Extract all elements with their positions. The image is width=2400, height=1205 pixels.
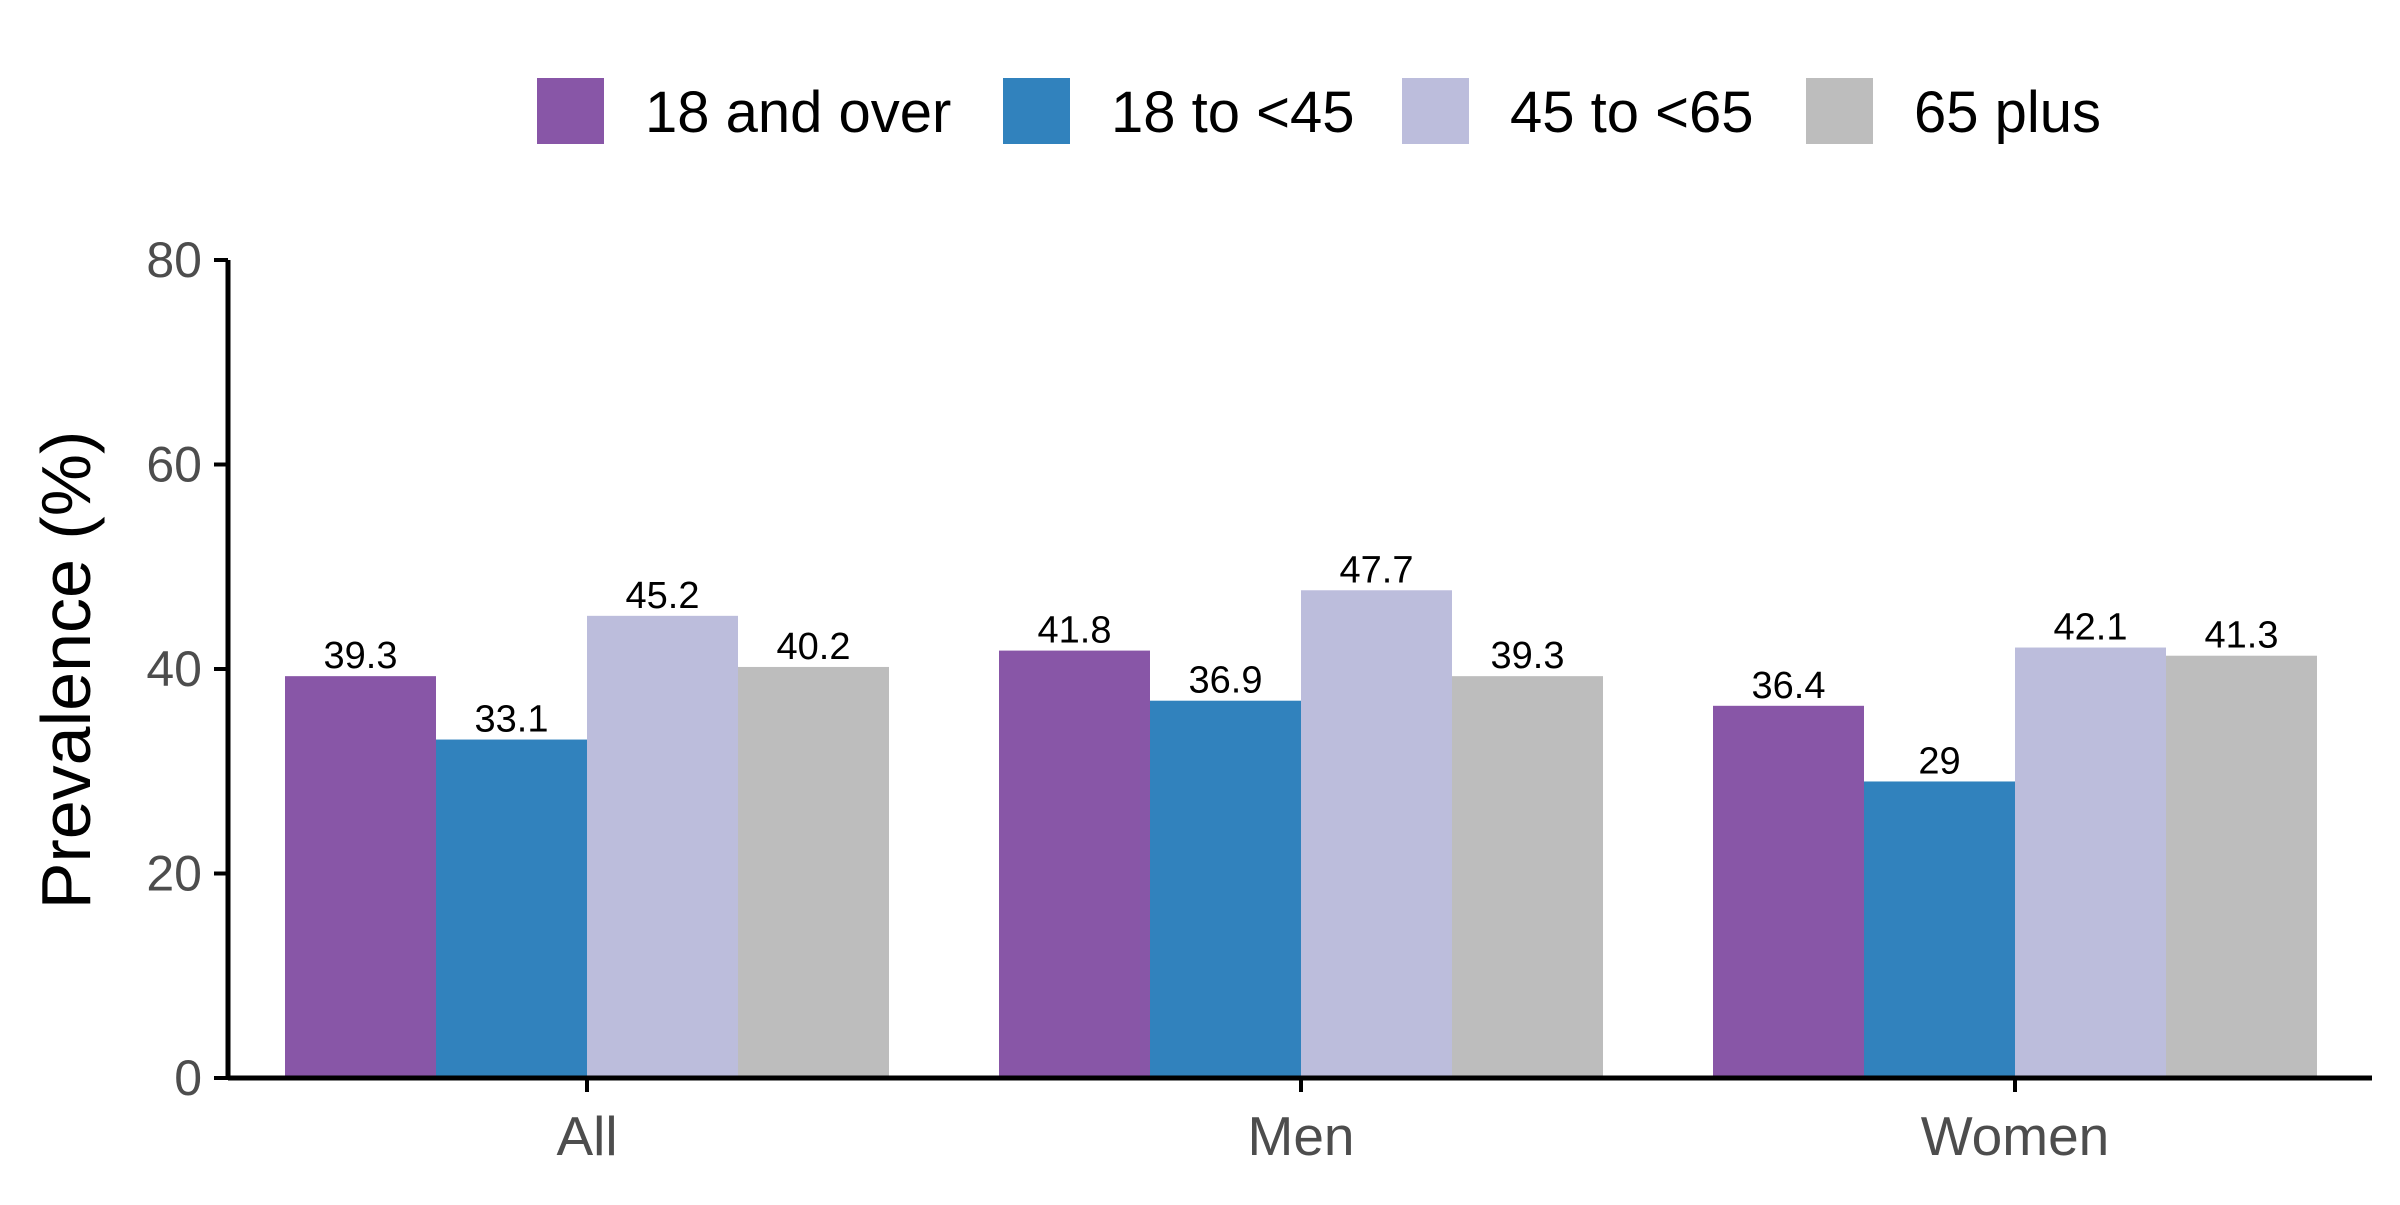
legend-label-65-plus: 65 plus <box>1914 80 2101 145</box>
value-label-women-45-to-65: 42.1 <box>2054 607 2128 649</box>
legend-swatch-65-plus <box>1806 78 1873 144</box>
bar-women-65-plus <box>2166 655 2317 1078</box>
value-label-all-45-to-65: 45.2 <box>626 575 700 617</box>
legend-label-18-to-45: 18 to <45 <box>1111 80 1355 145</box>
bar-men-65-plus <box>1452 676 1603 1078</box>
legend-item-18-to-45: 18 to <45 <box>1003 78 1355 145</box>
bar-women-18-and-over <box>1713 705 1864 1078</box>
bar-all-45-to-65 <box>587 615 738 1078</box>
legend-label-45-to-65: 45 to <65 <box>1510 80 1754 145</box>
value-label-all-18-to-45: 33.1 <box>475 699 549 741</box>
legend-item-65-plus: 65 plus <box>1806 78 2101 145</box>
legend-item-45-to-65: 45 to <65 <box>1402 78 1754 145</box>
value-label-men-18-to-45: 36.9 <box>1189 660 1263 702</box>
bar-men-45-to-65 <box>1301 590 1452 1078</box>
y-tick-label-0: 0 <box>174 1050 202 1106</box>
bar-all-18-and-over <box>285 676 436 1078</box>
y-tick-label-20: 20 <box>146 846 202 902</box>
value-label-women-65-plus: 41.3 <box>2205 615 2279 657</box>
bar-all-65-plus <box>738 666 889 1078</box>
value-labels: 39.3 33.1 45.2 40.2 41.8 36.9 47.7 39.3 36.4 29 42… <box>324 549 2279 782</box>
y-tick-label-40: 40 <box>146 641 202 697</box>
bars <box>285 590 2317 1078</box>
value-label-women-18-and-over: 36.4 <box>1752 665 1826 707</box>
value-label-all-65-plus: 40.2 <box>777 626 851 668</box>
legend-swatch-45-to-65 <box>1402 78 1469 144</box>
y-tick-label-80: 80 <box>146 232 202 288</box>
y-axis-title: Prevalence (%) <box>27 431 105 910</box>
legend: 18 and over 18 to <45 45 to <65 65 plus <box>537 78 2101 145</box>
x-tick-label-all: All <box>556 1105 617 1167</box>
bar-women-18-to-45 <box>1864 781 2015 1078</box>
value-label-men-65-plus: 39.3 <box>1491 635 1565 677</box>
legend-label-18-and-over: 18 and over <box>645 80 951 145</box>
bar-all-18-to-45 <box>436 739 587 1078</box>
bar-men-18-to-45 <box>1150 700 1301 1078</box>
y-tick-label-60: 60 <box>146 437 202 493</box>
x-tick-label-men: Men <box>1248 1105 1355 1167</box>
value-label-men-45-to-65: 47.7 <box>1340 549 1414 591</box>
value-label-men-18-and-over: 41.8 <box>1038 610 1112 652</box>
axes: All Men Women 0 20 40 60 80 <box>146 232 2372 1167</box>
legend-item-18-and-over: 18 and over <box>537 78 951 145</box>
bar-women-45-to-65 <box>2015 647 2166 1078</box>
legend-swatch-18-and-over <box>537 78 604 144</box>
x-tick-label-women: Women <box>1921 1105 2110 1167</box>
legend-swatch-18-to-45 <box>1003 78 1070 144</box>
value-label-women-18-to-45: 29 <box>1918 740 1960 782</box>
bar-men-18-and-over <box>999 650 1150 1078</box>
value-label-all-18-and-over: 39.3 <box>324 635 398 677</box>
